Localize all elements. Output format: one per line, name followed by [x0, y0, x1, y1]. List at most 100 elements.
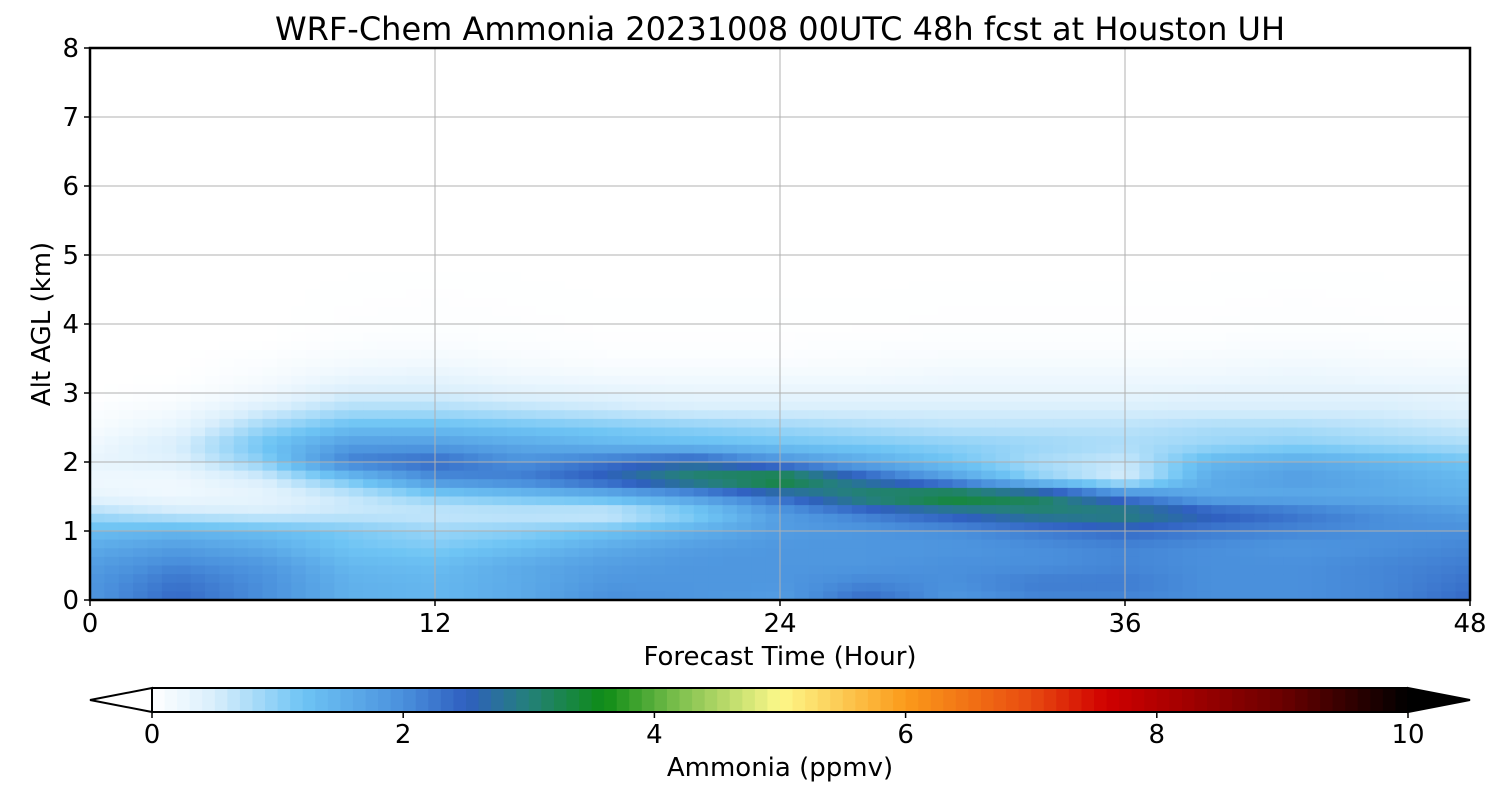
heat-cell [276, 306, 292, 316]
heat-cell [722, 332, 738, 342]
heat-cell [578, 298, 594, 308]
heat-cell [1326, 237, 1342, 247]
heat-cell [1182, 315, 1198, 325]
heat-cell [478, 462, 494, 472]
heat-cell [506, 99, 522, 109]
heat-cell [808, 151, 824, 161]
heat-cell [334, 436, 350, 446]
heat-cell [679, 427, 695, 437]
heat-cell [391, 73, 407, 84]
heat-cell [391, 229, 407, 239]
heat-cell [506, 298, 522, 308]
heat-cell [492, 142, 508, 153]
heat-cell [90, 272, 105, 282]
heat-cell [1283, 358, 1299, 368]
heat-cell [1225, 298, 1241, 308]
heat-cell [1254, 186, 1270, 196]
heat-cell [966, 65, 982, 75]
heat-cell [1038, 272, 1054, 282]
heat-cell [449, 48, 465, 58]
heat-cell [291, 272, 307, 282]
heat-cell [478, 237, 494, 247]
heat-cell [995, 306, 1011, 316]
heat-cell [1211, 272, 1227, 282]
heat-cell [650, 151, 666, 161]
heat-cell [320, 332, 335, 342]
heat-cell [1211, 453, 1227, 463]
heat-cell [535, 487, 551, 498]
heat-cell [147, 168, 163, 178]
heat-cell [866, 134, 882, 144]
heat-cell [1383, 142, 1399, 153]
heat-cell [1240, 186, 1255, 196]
heat-cell [1182, 125, 1198, 135]
heat-cell [736, 332, 752, 342]
heat-cell [895, 211, 910, 222]
heat-cell [363, 134, 379, 144]
heat-cell [866, 470, 882, 480]
heat-cell [276, 125, 292, 135]
heat-cell [708, 393, 724, 403]
heat-cell [1053, 427, 1069, 437]
heat-cell [463, 375, 479, 385]
heat-cell [1355, 410, 1370, 420]
heat-cell [952, 125, 968, 135]
heat-cell [1283, 246, 1299, 256]
chart-title: WRF-Chem Ammonia 20231008 00UTC 48h fcst… [275, 10, 1285, 48]
heat-cell [1297, 384, 1313, 394]
heat-cell [1268, 255, 1284, 265]
heat-cell [1168, 410, 1184, 420]
heat-cell [679, 462, 695, 472]
heat-cell [995, 332, 1011, 342]
heat-cell [895, 384, 910, 394]
heat-cell [1268, 289, 1284, 299]
heat-cell [1024, 436, 1040, 446]
heat-cell [794, 289, 810, 299]
heat-cell [291, 453, 307, 463]
heat-cell [794, 401, 810, 411]
heat-cell [1038, 341, 1054, 351]
heat-cell [1038, 418, 1054, 429]
heat-cell [765, 444, 781, 454]
heat-cell [808, 418, 824, 429]
heat-cell [391, 384, 407, 394]
heat-cell [665, 263, 680, 273]
heat-cell [1211, 194, 1227, 204]
heat-cell [276, 237, 292, 247]
heat-cell [593, 315, 609, 325]
heat-cell [161, 462, 177, 472]
heat-cell [291, 82, 307, 92]
heat-cell [780, 384, 795, 394]
heat-cell [205, 211, 220, 222]
heat-cell [693, 203, 709, 213]
heat-cell [1125, 117, 1140, 127]
heat-cell [966, 315, 982, 325]
heat-cell [1125, 289, 1140, 299]
heat-cell [1297, 272, 1313, 282]
heat-cell [794, 194, 810, 204]
heat-cell [104, 168, 120, 178]
heat-cell [1355, 332, 1370, 342]
heat-cell [1081, 117, 1097, 127]
heat-cell [866, 280, 882, 291]
heat-cell [650, 117, 666, 127]
heat-cell [794, 125, 810, 135]
heat-cell [420, 56, 436, 66]
heat-cell [1268, 470, 1284, 480]
heat-cell [938, 367, 954, 377]
heat-cell [1110, 134, 1126, 144]
heat-cell [363, 117, 379, 127]
heat-cell [1326, 82, 1342, 92]
heat-cell [1096, 306, 1112, 316]
heat-cell [1297, 332, 1313, 342]
heat-cell [751, 393, 767, 403]
heat-cell [1268, 453, 1284, 463]
heat-cell [1096, 324, 1112, 334]
heat-cell [1326, 324, 1342, 334]
heat-cell [348, 203, 364, 213]
heat-cell [837, 418, 853, 429]
heat-cell [276, 298, 292, 308]
heat-cell [104, 289, 120, 299]
heat-cell [233, 453, 249, 463]
heat-cell [550, 220, 565, 230]
